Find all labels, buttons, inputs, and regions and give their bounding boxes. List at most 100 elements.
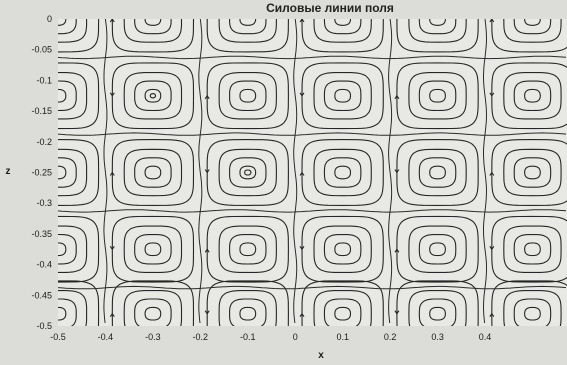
x-tick-label: 0.3 [431, 332, 444, 342]
streamline-loop [239, 165, 257, 180]
streamline-loop [524, 306, 541, 321]
streamline-loop [429, 19, 446, 26]
streamlines [58, 19, 567, 326]
streamline-loop [144, 306, 162, 321]
streamline-loop [396, 62, 479, 130]
streamline-arrow [394, 310, 400, 315]
streamline-loop [218, 290, 277, 326]
streamline-arrow [109, 245, 115, 251]
streamline-loop [239, 19, 257, 26]
streamline-loop [503, 19, 562, 43]
cell-boundary-horizontal [58, 285, 567, 290]
streamline-loop [313, 72, 372, 120]
streamline-arrow [299, 171, 305, 176]
streamline-arrow [299, 312, 305, 318]
streamline-loop [524, 19, 541, 26]
streamline-loop [229, 298, 267, 326]
streamline-loop [144, 165, 162, 180]
streamline-loop [58, 72, 88, 120]
streamline-loop [301, 62, 384, 130]
streamline-loop [134, 233, 172, 265]
streamline-loop [58, 233, 77, 265]
y-tick-label: -0.45 [31, 290, 52, 300]
streamline-arrow [204, 94, 210, 100]
streamline-loop [408, 148, 467, 197]
streamline-loop [513, 157, 552, 188]
streamline-arrow [204, 248, 210, 253]
streamline-loop [218, 225, 277, 273]
streamline-loop [408, 19, 467, 43]
y-tick-label: -0.5 [36, 321, 52, 331]
streamline-loop [58, 306, 67, 321]
streamline-loop [524, 242, 541, 257]
streamline-loop [513, 19, 552, 35]
y-tick-label: -0.15 [31, 106, 52, 116]
streamline-arrow [394, 169, 400, 174]
streamline-loop [111, 215, 195, 283]
x-tick-label: -0.1 [240, 332, 256, 342]
streamline-loop [323, 80, 362, 112]
streamline-loop [524, 165, 541, 180]
streamline-loop [229, 157, 267, 188]
streamline-arrow [299, 245, 305, 251]
streamline-loop [429, 242, 446, 257]
streamline-loop [313, 148, 372, 197]
y-tick-label: -0.05 [31, 45, 52, 55]
streamline-loop [429, 165, 446, 180]
streamline-arrow [109, 19, 115, 23]
streamline-loop [323, 19, 362, 35]
streamline-loop [301, 215, 384, 283]
streamline-loop [418, 298, 457, 326]
streamline-loop [134, 80, 172, 112]
streamline-loop [513, 233, 552, 265]
cell-boundary-horizontal [58, 209, 567, 213]
streamline-loop [218, 19, 277, 43]
streamline-loop [491, 19, 567, 53]
streamline-loop [134, 19, 172, 35]
streamline-arrow [489, 245, 495, 251]
streamline-loop [149, 93, 157, 99]
streamline-loop [334, 306, 352, 321]
y-tick-label: 0 [47, 14, 52, 24]
x-tick-label: 0 [293, 332, 298, 342]
streamline-loop [334, 88, 352, 103]
streamline-loop [408, 225, 467, 273]
x-tick-label: 0.1 [336, 332, 349, 342]
streamline-loop [58, 62, 100, 130]
streamline-loop [111, 62, 195, 130]
streamline-arrow [489, 19, 495, 23]
streamline-arrow [109, 171, 115, 176]
streamline-loop [206, 19, 289, 53]
streamline-loop [396, 215, 479, 283]
streamline-loop [244, 169, 252, 176]
streamline-arrow [299, 92, 305, 97]
y-tick-label: -0.35 [31, 229, 52, 239]
x-tick-label: 0.2 [384, 332, 397, 342]
streamline-loop [58, 148, 88, 197]
streamline-arrow [109, 312, 115, 318]
streamline-loop [491, 215, 567, 283]
streamline-arrow [109, 92, 115, 97]
streamline-loop [206, 62, 289, 130]
streamline-loop [334, 242, 352, 257]
streamline-loop [239, 242, 257, 257]
chart-title: Силовые линии поля [266, 1, 394, 15]
streamline-loop [503, 148, 562, 197]
streamline-loop [491, 62, 567, 130]
streamline-loop [229, 80, 267, 112]
streamline-loop [58, 88, 67, 103]
cell-boundary-vertical [482, 19, 488, 324]
streamline-loop [144, 19, 162, 26]
streamline-arrow [394, 94, 400, 100]
streamline-loop [229, 233, 267, 265]
streamline-loop [58, 19, 67, 26]
y-tick-label: -0.4 [36, 260, 52, 270]
streamline-loop [513, 80, 552, 112]
streamline-loop [144, 88, 162, 103]
streamline-loop [134, 157, 172, 188]
streamline-loop [323, 233, 362, 265]
streamline-loop [206, 215, 289, 283]
streamline-loop [58, 80, 77, 112]
x-tick-label: -0.4 [98, 332, 114, 342]
